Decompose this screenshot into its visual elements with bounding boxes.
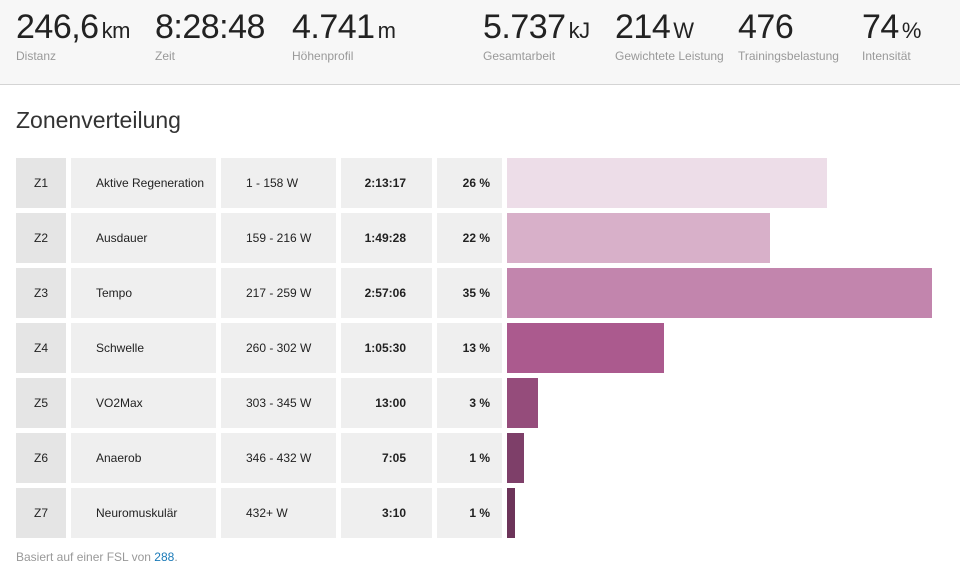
zone-range: 217 - 259 W [221, 268, 336, 318]
zone-percent: 26 % [437, 158, 502, 208]
zone-name: Ausdauer [71, 213, 216, 263]
stat-value: 476 [738, 8, 848, 50]
stat-label: Gesamtarbeit [483, 49, 556, 63]
stat-label: Distanz [16, 49, 57, 63]
zone-time: 1:49:28 [341, 213, 432, 263]
zone-range: 346 - 432 W [221, 433, 336, 483]
stat-number: 4.741 [292, 8, 375, 46]
zone-id: Z4 [16, 323, 66, 373]
zone-range: 1 - 158 W [221, 158, 336, 208]
zone-time: 2:57:06 [341, 268, 432, 318]
stat-value: 4.741 m [292, 8, 402, 50]
summary-header: 246,6 km Distanz 8:28:48 Zeit 4.741 m Höhenprof… [0, 0, 960, 85]
zone-id: Z7 [16, 488, 66, 538]
footer-text: Basiert auf einer FSL von [16, 550, 155, 564]
stat-unit: % [901, 18, 922, 43]
zone-range: 159 - 216 W [221, 213, 336, 263]
stat-unit: km [101, 18, 131, 43]
stat-unit: W [673, 18, 694, 43]
stat-label: Zeit [155, 49, 176, 63]
zone-time: 7:05 [341, 433, 432, 483]
zone-name: Tempo [71, 268, 216, 318]
zone-time: 13:00 [341, 378, 432, 428]
stat-number: 74 [862, 8, 899, 46]
zone-percent: 3 % [437, 378, 502, 428]
zone-percent: 22 % [437, 213, 502, 263]
stat-label: Trainingsbelastung [738, 49, 839, 63]
stat-value: 246,6 km [16, 8, 130, 50]
zone-percent: 35 % [437, 268, 502, 318]
zone-id: Z3 [16, 268, 66, 318]
zone-bar [507, 268, 932, 318]
stat-4: 214 W Gewichtete Leistung [615, 8, 725, 64]
zone-range: 303 - 345 W [221, 378, 336, 428]
stat-number: 214 [615, 8, 671, 46]
zone-percent: 1 % [437, 488, 502, 538]
zone-percent: 1 % [437, 433, 502, 483]
zone-range: 432+ W [221, 488, 336, 538]
stat-value: 214 W [615, 8, 725, 50]
stat-value: 5.737 kJ [483, 8, 593, 50]
zone-id: Z6 [16, 433, 66, 483]
stat-0: 246,6 km Distanz [16, 8, 130, 64]
stat-number: 246,6 [16, 8, 99, 46]
zone-bar [507, 213, 770, 263]
section-title: Zonenverteilung [16, 107, 181, 133]
zone-bar [507, 488, 515, 538]
stat-value: 74% [862, 8, 960, 50]
zone-time: 2:13:17 [341, 158, 432, 208]
zone-name: Schwelle [71, 323, 216, 373]
zone-time: 1:05:30 [341, 323, 432, 373]
zone-row: Z5 VO2Max 303 - 345 W 13:00 3 % [16, 378, 946, 428]
zone-row: Z2 Ausdauer 159 - 216 W 1:49:28 22 % [16, 213, 946, 263]
stat-3: 5.737 kJ Gesamtarbeit [483, 8, 593, 64]
zone-name: Aktive Regeneration [71, 158, 216, 208]
zone-row: Z3 Tempo 217 - 259 W 2:57:06 35 % [16, 268, 946, 318]
stat-label: Höhenprofil [292, 49, 354, 63]
stat-unit: kJ [568, 18, 591, 43]
footer-end: . [174, 550, 178, 564]
stat-number: 8:28:48 [155, 8, 265, 46]
stat-value: 8:28:48 [155, 8, 268, 50]
stat-label: Intensität [862, 49, 911, 63]
zone-row: Z1 Aktive Regeneration 1 - 158 W 2:13:17… [16, 158, 946, 208]
stat-label: Gewichtete Leistung [615, 49, 724, 63]
zone-row: Z6 Anaerob 346 - 432 W 7:05 1 % [16, 433, 946, 483]
zone-id: Z5 [16, 378, 66, 428]
stat-1: 8:28:48 Zeit [155, 8, 268, 64]
zone-bar [507, 323, 664, 373]
zone-row: Z7 Neuromuskulär 432+ W 3:10 1 % [16, 488, 946, 538]
zone-id: Z2 [16, 213, 66, 263]
zone-name: Anaerob [71, 433, 216, 483]
stat-unit: m [377, 18, 396, 43]
zone-bar [507, 378, 538, 428]
fsl-link[interactable]: 288 [154, 550, 175, 564]
zone-name: VO2Max [71, 378, 216, 428]
footer-note: Basiert auf einer FSL von 288. [16, 550, 178, 564]
zone-row: Z4 Schwelle 260 - 302 W 1:05:30 13 % [16, 323, 946, 373]
stat-number: 5.737 [483, 8, 566, 46]
zone-bar [507, 158, 827, 208]
zone-bar [507, 433, 524, 483]
zone-name: Neuromuskulär [71, 488, 216, 538]
stat-2: 4.741 m Höhenprofil [292, 8, 402, 64]
stat-6: 74% Intensität [862, 8, 960, 64]
stat-5: 476 Trainingsbelastung [738, 8, 848, 64]
zone-percent: 13 % [437, 323, 502, 373]
zone-range: 260 - 302 W [221, 323, 336, 373]
stat-number: 476 [738, 8, 794, 46]
zone-id: Z1 [16, 158, 66, 208]
zone-time: 3:10 [341, 488, 432, 538]
